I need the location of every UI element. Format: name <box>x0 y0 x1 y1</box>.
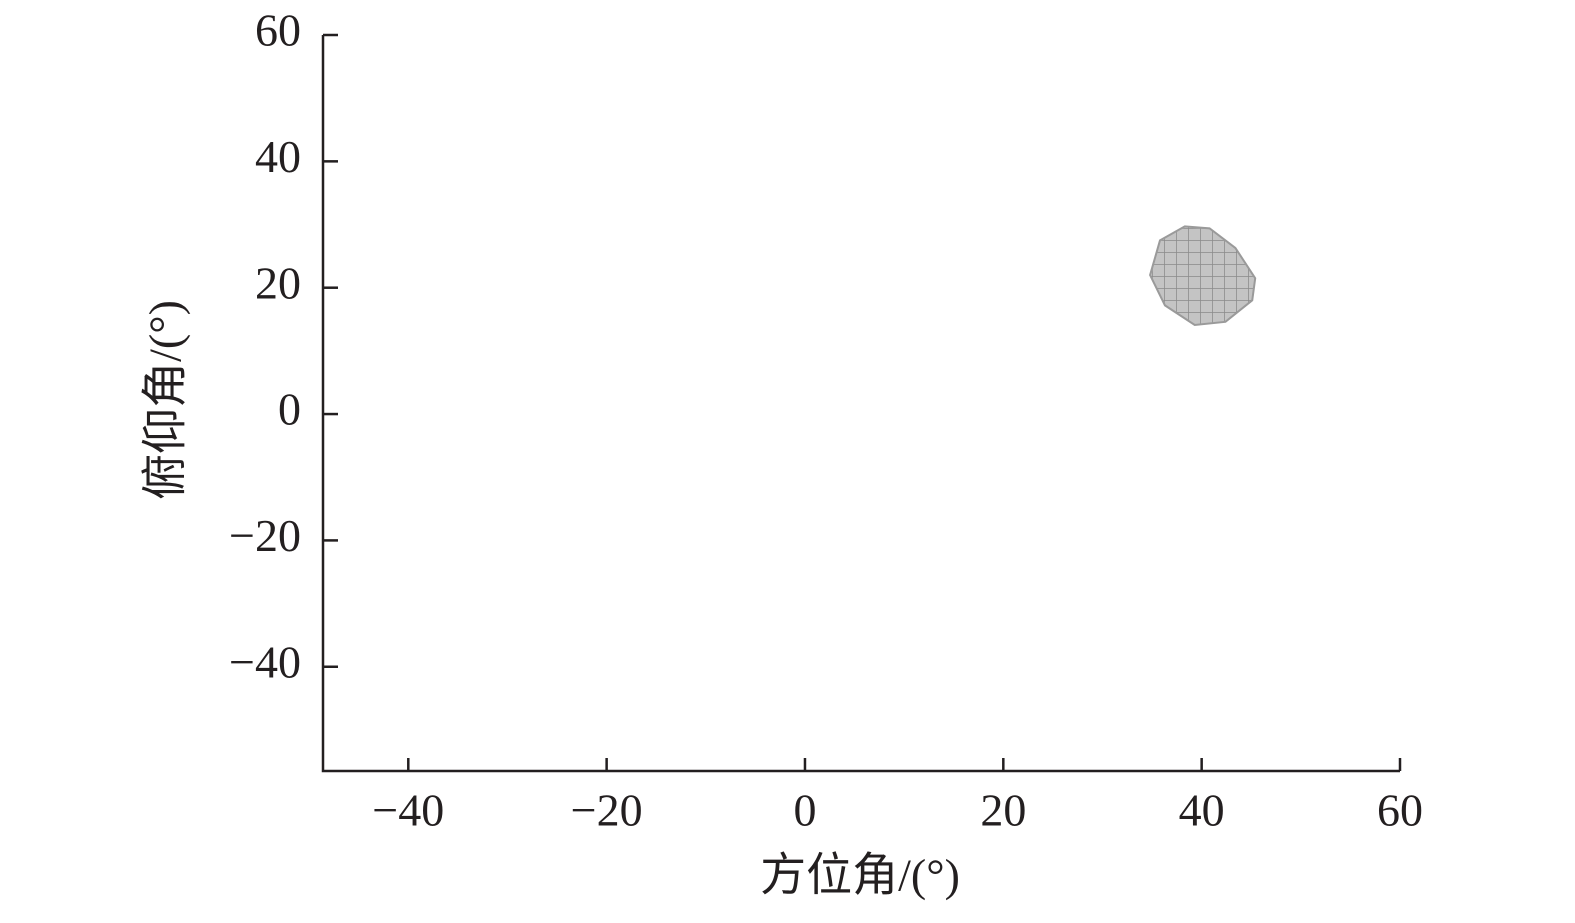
axis-line <box>321 35 1400 773</box>
y-tick-label: −20 <box>229 510 301 561</box>
region <box>1149 225 1257 327</box>
x-tick-label: 60 <box>1377 785 1423 836</box>
x-tick-label: 40 <box>1179 785 1225 836</box>
y-tick-label: −40 <box>229 636 301 687</box>
x-tick-label: −40 <box>372 785 444 836</box>
x-tick-label: 0 <box>793 785 816 836</box>
x-tick-label: 20 <box>980 785 1026 836</box>
x-tick-label: −20 <box>571 785 643 836</box>
x-axis-label: 方位角/(°) <box>760 850 960 901</box>
y-axis-label: 俯仰角/(°) <box>140 300 191 500</box>
y-tick-label: 20 <box>255 257 301 308</box>
y-tick-label: 40 <box>255 131 301 182</box>
y-tick-label: 60 <box>255 5 301 56</box>
y-tick-label: 0 <box>278 384 301 435</box>
